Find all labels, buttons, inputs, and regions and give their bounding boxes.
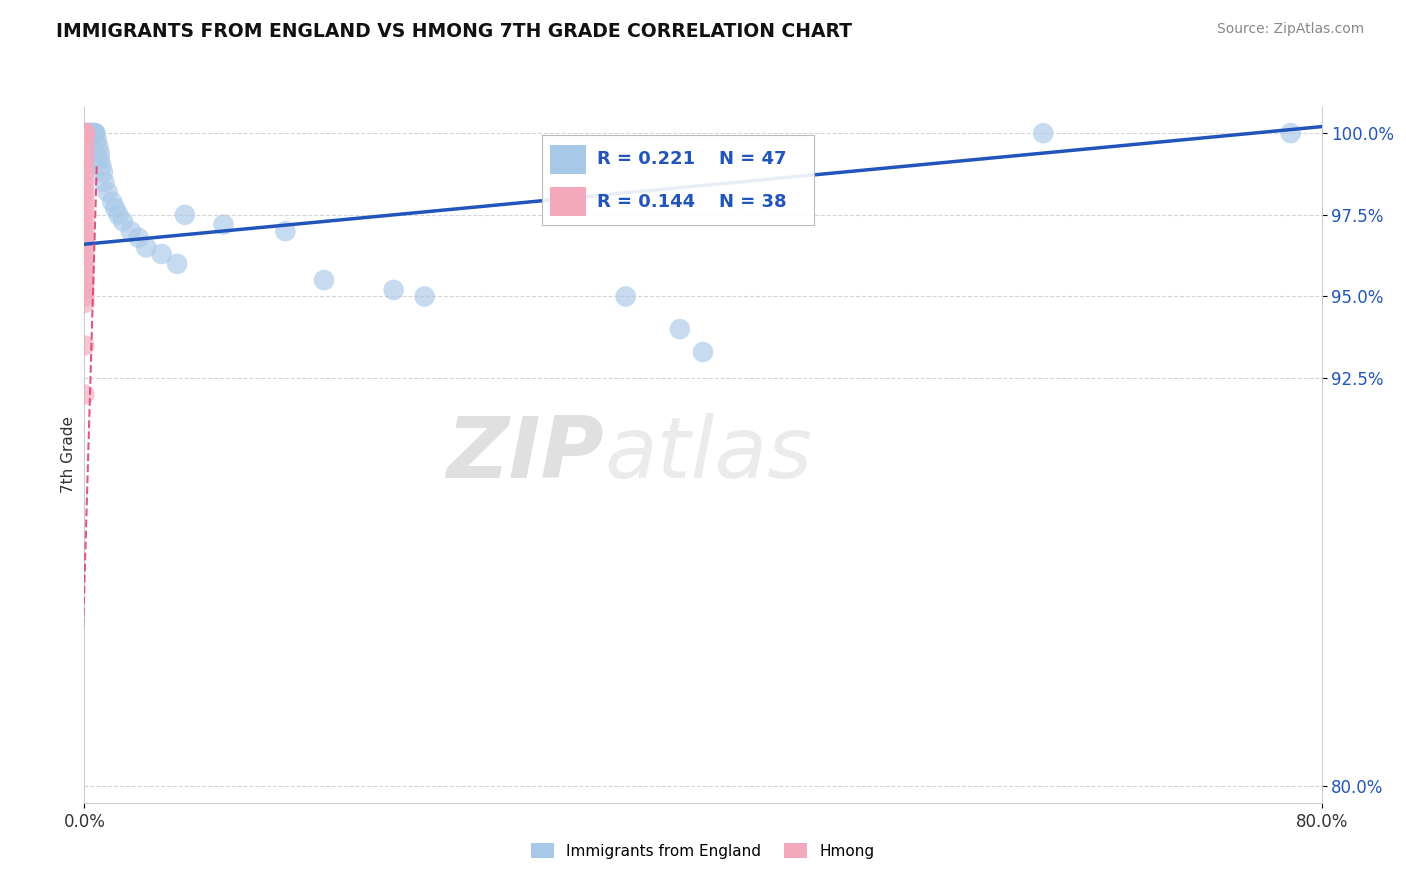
Point xyxy=(73,126,96,140)
Text: atlas: atlas xyxy=(605,413,813,497)
Y-axis label: 7th Grade: 7th Grade xyxy=(60,417,76,493)
Point xyxy=(73,126,96,140)
Point xyxy=(91,165,114,179)
Point xyxy=(76,126,98,140)
Point xyxy=(73,126,96,140)
Text: ZIP: ZIP xyxy=(446,413,605,497)
Point xyxy=(86,133,108,147)
Point xyxy=(73,153,96,167)
FancyBboxPatch shape xyxy=(550,145,586,174)
Text: N = 38: N = 38 xyxy=(718,193,787,211)
Point xyxy=(166,257,188,271)
Point xyxy=(75,126,97,140)
Point xyxy=(82,126,104,140)
Point xyxy=(73,387,96,401)
Text: N = 47: N = 47 xyxy=(718,150,786,169)
Point xyxy=(382,283,405,297)
Point xyxy=(212,218,235,232)
Text: IMMIGRANTS FROM ENGLAND VS HMONG 7TH GRADE CORRELATION CHART: IMMIGRANTS FROM ENGLAND VS HMONG 7TH GRA… xyxy=(56,22,852,41)
Point xyxy=(89,153,111,167)
FancyBboxPatch shape xyxy=(550,187,586,216)
Point xyxy=(274,224,297,238)
Point xyxy=(73,218,96,232)
Point xyxy=(73,133,96,147)
Point xyxy=(73,204,96,219)
Point xyxy=(73,230,96,244)
Point xyxy=(1032,126,1054,140)
Point xyxy=(112,214,135,228)
Point xyxy=(413,289,436,303)
Point xyxy=(73,126,96,140)
Point xyxy=(83,126,105,140)
Text: R = 0.221: R = 0.221 xyxy=(596,150,695,169)
Legend: Immigrants from England, Hmong: Immigrants from England, Hmong xyxy=(526,837,880,864)
Point xyxy=(692,345,714,359)
Point xyxy=(75,126,97,140)
Point xyxy=(127,230,149,244)
Point xyxy=(73,126,96,140)
Point xyxy=(101,194,124,209)
Text: Source: ZipAtlas.com: Source: ZipAtlas.com xyxy=(1216,22,1364,37)
Point xyxy=(73,338,96,352)
Point xyxy=(77,126,100,140)
Point xyxy=(135,240,157,254)
Point xyxy=(73,192,96,206)
Point xyxy=(73,198,96,212)
Point xyxy=(73,126,96,140)
Point xyxy=(82,126,104,140)
Point xyxy=(73,257,96,271)
Point xyxy=(73,178,96,193)
Point xyxy=(73,165,96,179)
Point xyxy=(73,269,96,284)
Point xyxy=(73,172,96,186)
Point xyxy=(73,277,96,291)
Point xyxy=(73,126,96,140)
Point xyxy=(73,237,96,252)
Point xyxy=(73,185,96,199)
Point xyxy=(83,126,105,140)
Point xyxy=(93,175,115,189)
Point xyxy=(312,273,335,287)
Point xyxy=(73,211,96,226)
Point xyxy=(73,296,96,310)
Point xyxy=(669,322,692,336)
Point xyxy=(76,126,98,140)
Point xyxy=(79,126,101,140)
Point xyxy=(84,126,107,140)
Point xyxy=(73,244,96,258)
Point xyxy=(87,139,110,153)
Point xyxy=(77,126,100,140)
Point xyxy=(75,126,97,140)
Point xyxy=(174,208,197,222)
Point xyxy=(84,126,107,140)
Point xyxy=(73,159,96,173)
Point xyxy=(73,145,96,160)
Point xyxy=(73,263,96,277)
Text: R = 0.144: R = 0.144 xyxy=(596,193,695,211)
Point xyxy=(73,126,96,140)
Point xyxy=(104,202,127,216)
Point xyxy=(77,126,100,140)
Point xyxy=(76,126,98,140)
Point xyxy=(73,283,96,297)
Point xyxy=(79,126,101,140)
Point xyxy=(79,126,101,140)
Point xyxy=(73,224,96,238)
Point xyxy=(120,224,142,238)
Point xyxy=(90,159,112,173)
Point xyxy=(73,139,96,153)
Point xyxy=(73,126,96,140)
Point xyxy=(96,185,118,199)
Point xyxy=(107,208,129,222)
Point xyxy=(150,247,173,261)
Point xyxy=(82,126,104,140)
Point xyxy=(89,145,111,160)
Point xyxy=(73,250,96,264)
Point xyxy=(73,126,96,140)
Point xyxy=(1279,126,1302,140)
Point xyxy=(614,289,637,303)
Point xyxy=(73,289,96,303)
